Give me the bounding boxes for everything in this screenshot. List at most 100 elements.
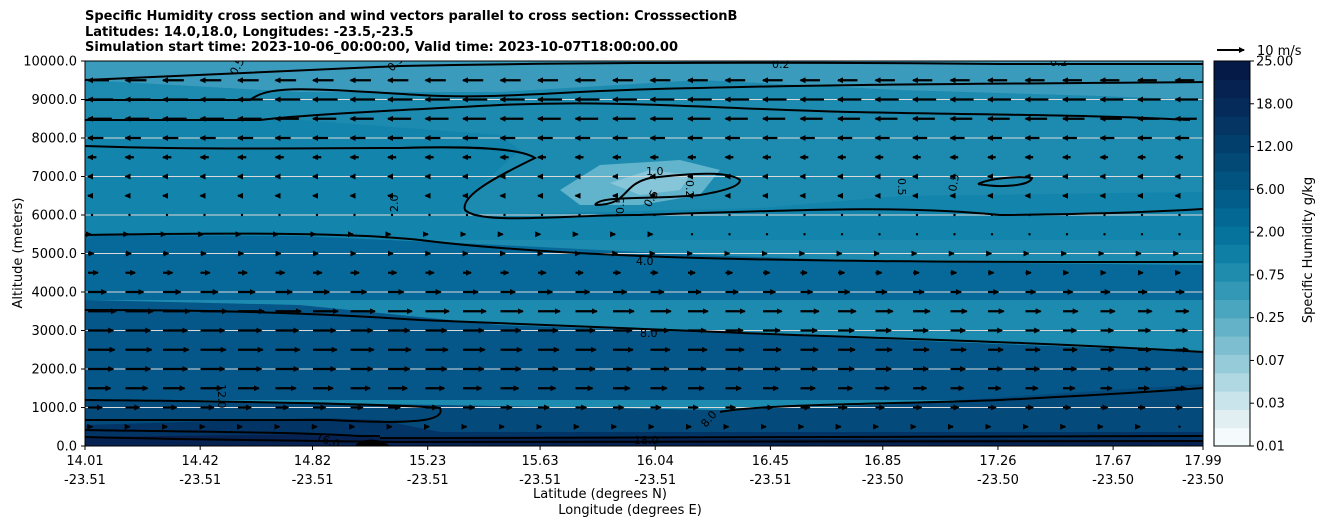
y-axis-label: Altitude (meters) (11, 198, 26, 309)
wind-vector (915, 213, 919, 217)
x-tick-label-lon: -23.51 (407, 473, 449, 488)
contour-0-5-upper (85, 81, 1203, 101)
colorbar-segment (1214, 244, 1250, 264)
contour-label-18-0: 18.0 (634, 434, 659, 447)
wind-vector (803, 213, 806, 217)
colorbar-segment (1214, 79, 1250, 99)
colorbar-segment (1214, 189, 1250, 209)
y-tick-label: 5000.0 (32, 247, 78, 262)
x-tick-label-lon: -23.50 (1092, 473, 1134, 488)
x-tick-label-lat: 17.26 (979, 454, 1016, 469)
x-tick-label-lon: -23.50 (862, 473, 904, 488)
x-axis-label-lat: Latitude (degrees N) (533, 487, 667, 502)
contour-8-0 (85, 399, 442, 423)
contour-0-5-pocket (594, 172, 742, 206)
wind-vector (728, 213, 731, 217)
wind-vector (390, 213, 394, 217)
band-8 (85, 300, 1203, 400)
wind-vector (915, 233, 919, 236)
quiver-key: 10 m/s (1217, 44, 1302, 59)
wind-vector (353, 213, 356, 217)
colorbar-tick-label: 0.25 (1256, 311, 1285, 326)
wind-vector (953, 233, 956, 236)
wind-vector (653, 213, 656, 217)
wind-vector (840, 233, 844, 236)
colorbar-segment (1214, 97, 1250, 117)
contour-1-0 (85, 145, 1203, 220)
colorbar-segment (1214, 152, 1250, 172)
y-tick-label: 2000.0 (32, 363, 78, 378)
y-tick-label: 4000.0 (32, 286, 78, 301)
band-upper-light (85, 61, 1203, 100)
y-tick-label: 7000.0 (32, 170, 78, 185)
x-tick-label-lat: 16.85 (864, 454, 901, 469)
wind-vector (578, 213, 581, 217)
y-tick-label: 3000.0 (32, 324, 78, 339)
colorbar-tick-label: 12.00 (1256, 140, 1293, 155)
wind-vectors (85, 77, 1199, 430)
wind-vector (240, 213, 244, 217)
colorbar-segment (1214, 134, 1250, 154)
colorbar-segment (1214, 61, 1250, 80)
y-tick-label: 0.0 (56, 440, 77, 455)
colorbar: 0.01 0.03 0.07 0.25 0.75 2.00 6.00 12.00 18.00 25… (1213, 55, 1293, 455)
colorbar-segment (1214, 354, 1250, 374)
wind-vector (953, 213, 956, 217)
contour-label-8-0: 8.0 (640, 327, 658, 340)
colorbar-tick-label: 6.00 (1256, 183, 1285, 198)
wind-vector (1065, 233, 1069, 236)
colorbar-segment (1214, 116, 1250, 135)
x-tick-label-lon: -23.50 (1182, 473, 1224, 488)
colorbar-tick-label: 2.00 (1256, 226, 1285, 241)
band-4 (85, 235, 1203, 300)
chart-title: Specific Humidity cross section and wind… (85, 9, 737, 56)
colorbar-tick-label: 25.00 (1256, 55, 1293, 70)
contour-12-0 (85, 429, 380, 437)
wind-vector (165, 213, 169, 217)
wind-vector (803, 233, 806, 236)
x-axis-label-lon: Longitude (degrees E) (558, 503, 702, 518)
wind-vector (128, 213, 131, 217)
colorbar-segment (1214, 427, 1250, 447)
contour-label-1-0: 1.0 (646, 165, 664, 178)
title-line-3: Simulation start time: 2023-10-06_00:00:… (85, 40, 678, 55)
wind-vector (1178, 213, 1181, 217)
wind-vector (690, 233, 694, 236)
wind-vector (990, 213, 994, 217)
wind-vector (840, 213, 844, 217)
colorbar-label: Specific Humidity g/kg (1301, 177, 1316, 323)
x-tick-label-lon: -23.51 (519, 473, 561, 488)
colorbar-segment (1214, 281, 1250, 300)
x-tick-label-lon: -23.51 (634, 473, 676, 488)
wind-vector (690, 213, 694, 217)
wind-vector (428, 213, 431, 217)
wind-vector (203, 213, 206, 217)
x-tick-label-lat: 14.01 (66, 454, 103, 469)
colorbar-tick-label: 0.75 (1256, 268, 1285, 283)
y-tick-label: 6000.0 (32, 209, 78, 224)
y-tick-label: 1000.0 (32, 401, 78, 416)
x-axis: 14.01 -23.51 14.42 -23.51 14.82 -23.51 15.23 -2… (64, 446, 1224, 488)
colorbar-segment (1214, 336, 1250, 355)
y-tick-label: 9000.0 (32, 93, 78, 108)
wind-vector (990, 233, 994, 236)
colorbar-segment (1214, 391, 1250, 410)
x-tick-label-lat: 14.42 (182, 454, 219, 469)
colorbar-segment (1214, 372, 1250, 392)
x-tick-label-lon: -23.51 (292, 473, 334, 488)
x-tick-label-lat: 16.04 (637, 454, 674, 469)
wind-vector (540, 213, 544, 217)
contour-0-5-top (85, 61, 1203, 81)
contour-lines (85, 61, 1203, 446)
x-tick-label-lon: -23.50 (977, 473, 1019, 488)
x-tick-label-lon: -23.51 (64, 473, 106, 488)
colorbar-tick-label: 0.03 (1256, 397, 1285, 412)
wind-vector (1028, 213, 1031, 217)
terrain-bump (355, 439, 390, 446)
colorbar-segment (1214, 299, 1250, 319)
quiver-key-label: 10 m/s (1257, 44, 1302, 59)
wind-vector (1103, 233, 1106, 236)
wind-vector (1028, 233, 1031, 236)
contour-label-0-2-top-right: 0.2 (1050, 56, 1068, 69)
colorbar-segment (1214, 317, 1250, 337)
